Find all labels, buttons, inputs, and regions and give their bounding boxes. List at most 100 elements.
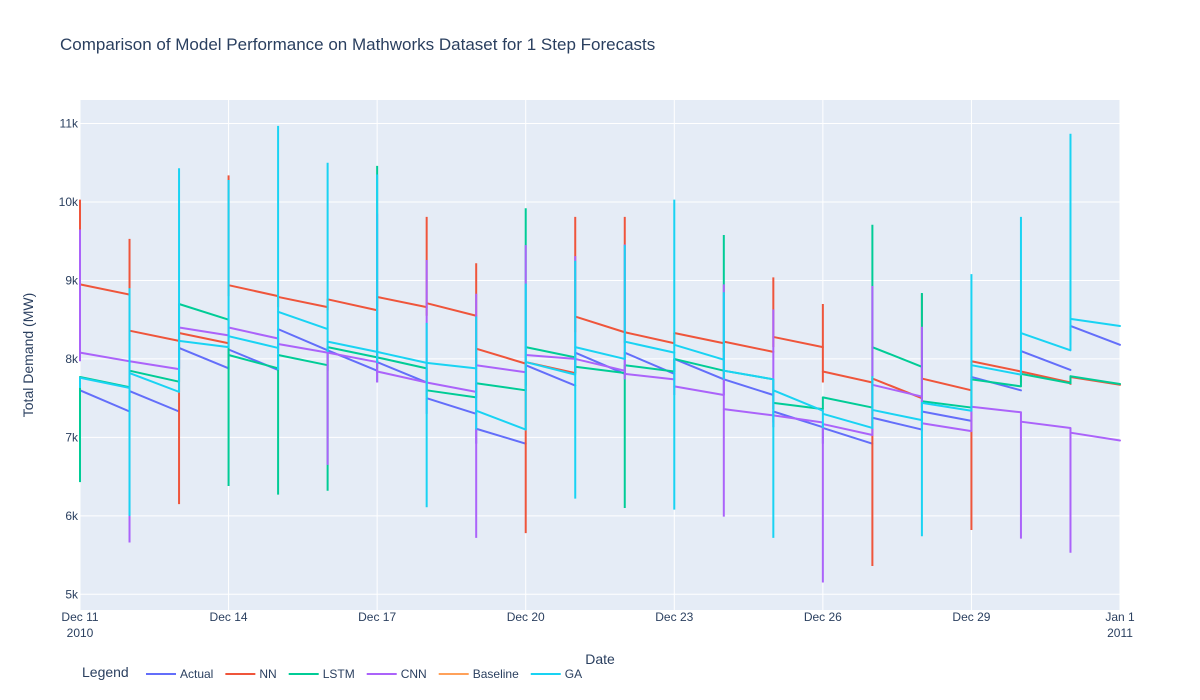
y-axis-title: Total Demand (MW) <box>20 293 36 417</box>
series-nn-segment <box>277 295 329 309</box>
series-nn-segment <box>772 335 824 349</box>
series-lstm-segment <box>128 369 181 383</box>
series-nn-segment <box>1019 370 1072 384</box>
legend-label-cnn: CNN <box>401 667 427 681</box>
series-ga-segment <box>475 409 527 431</box>
series-cnn-segment <box>475 364 527 374</box>
series-cnn-segment <box>79 351 131 363</box>
series-lstm-segment <box>970 378 1022 388</box>
legend: Legend Actual NN LSTM CNN Baseline GA <box>82 664 582 681</box>
series-cnn-segment <box>673 385 725 397</box>
x-tick-label: Dec 17 <box>358 610 396 624</box>
series-lstm-segment <box>574 365 626 375</box>
series-cnn-segment <box>376 370 428 384</box>
series-ga-segment <box>1019 332 1072 352</box>
series-lstm-segment <box>1019 372 1072 385</box>
series-cnn-segment <box>970 405 1022 414</box>
series-nn-segment <box>79 283 131 296</box>
series-ga-segment <box>524 361 577 376</box>
y-tick-label: 5k <box>65 587 79 601</box>
x-tick-label: Dec 23 <box>655 610 693 624</box>
x-axis-title: Date <box>585 651 615 667</box>
series-ga-segment <box>1069 317 1121 327</box>
series-cnn-segment <box>277 343 329 354</box>
series-lstm-segment <box>821 396 874 409</box>
series-ga-segment <box>326 340 379 353</box>
x-tick-label: Dec 20 <box>507 610 545 624</box>
series-lstm-segment <box>871 346 923 368</box>
series-ga-segment <box>920 401 973 412</box>
legend-item-cnn[interactable]: CNN <box>366 667 427 681</box>
series-actual-segment <box>871 416 923 431</box>
legend-item-ga[interactable]: GA <box>530 667 582 681</box>
x-tick-label: Dec 11 <box>61 610 98 624</box>
series-cnn-segment <box>772 414 824 424</box>
series-cnn-segment <box>128 360 181 371</box>
legend-label-actual: Actual <box>180 667 213 681</box>
series-nn-segment <box>673 332 725 345</box>
series-nn-segment <box>128 329 181 342</box>
legend-item-nn[interactable]: NN <box>225 667 277 681</box>
series-cnn-segment <box>425 381 478 393</box>
series-nn-segment <box>425 302 478 317</box>
y-tick-label: 6k <box>65 509 79 523</box>
series-ga-segment <box>772 389 824 412</box>
series-ga-segment <box>277 310 329 331</box>
series-ga-segment <box>970 364 1022 376</box>
series-ga-segment <box>178 339 230 349</box>
series-nn-segment <box>376 295 428 309</box>
legend-item-lstm[interactable]: LSTM <box>288 667 355 681</box>
series-nn-segment <box>970 360 1022 373</box>
series-cnn-segment <box>326 351 379 364</box>
series-actual-segment <box>376 361 428 384</box>
series-actual-segment <box>178 346 230 370</box>
y-tick-label: 8k <box>65 352 79 366</box>
x-tick-label: Dec 14 <box>210 610 248 624</box>
series-nn-segment <box>326 298 379 312</box>
series-ga-segment <box>128 372 181 393</box>
series-actual-segment <box>722 378 775 397</box>
series-cnn-segment <box>722 408 775 417</box>
series-lstm-segment <box>425 389 478 399</box>
series-lstm-segment <box>178 303 230 321</box>
series-nn-segment <box>722 340 775 353</box>
y-tick-labels: 5k 6k 7k 8k 9k 10k 11k <box>59 117 79 602</box>
series-actual-segment <box>79 389 131 413</box>
series-lstm-segment <box>524 346 577 359</box>
series-ga-segment <box>425 361 478 370</box>
series-nn-segment <box>227 284 280 298</box>
series-lstm-segment <box>277 354 329 367</box>
series-lstm-segment <box>673 357 725 372</box>
series-cnn-segment <box>821 423 874 437</box>
series-cnn-segment <box>1069 431 1121 442</box>
y-tick-label: 11k <box>60 117 79 131</box>
series-ga-segment <box>574 346 626 360</box>
legend-item-baseline[interactable]: Baseline <box>438 667 519 681</box>
series-ga <box>79 125 1121 538</box>
series-ga-segment <box>821 412 874 429</box>
series-actual-segment <box>574 351 626 375</box>
plot-area <box>80 100 1120 610</box>
series-actual-segment <box>920 410 973 422</box>
series-actual-segment <box>475 427 527 445</box>
series-ga-segment <box>722 369 775 381</box>
series-nn-segment <box>920 377 973 392</box>
series-actual-segment <box>821 426 874 445</box>
series-ga-segment <box>871 408 923 422</box>
x-tick-label: Dec 29 <box>952 610 990 624</box>
y-tick-label: 9k <box>65 273 79 287</box>
series-nn-segment <box>475 347 527 365</box>
legend-label-baseline: Baseline <box>473 667 519 681</box>
legend-label-nn: NN <box>259 667 276 681</box>
series-cnn-segment <box>227 326 280 340</box>
series-cnn-segment <box>623 372 676 381</box>
series-cnn-segment <box>920 422 973 433</box>
series-lstm-segment <box>623 364 676 373</box>
y-tick-label: 7k <box>65 430 79 444</box>
legend-item-actual[interactable]: Actual <box>146 667 213 681</box>
series-lstm-segment <box>1069 375 1121 386</box>
series-ga-segment <box>376 350 428 364</box>
series-actual-segment <box>524 364 577 387</box>
x-tick-label: Jan 1 <box>1105 610 1135 624</box>
